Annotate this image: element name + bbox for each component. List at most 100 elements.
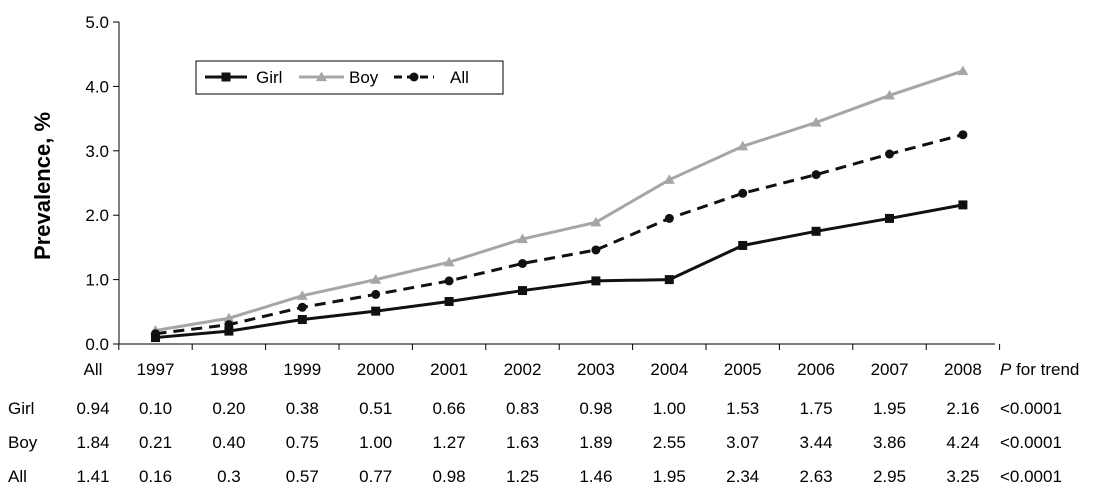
x-tick-label: 1997 bbox=[137, 360, 175, 379]
data-point-boy bbox=[884, 89, 895, 100]
series-boy bbox=[150, 65, 969, 335]
table-cell: 0.38 bbox=[286, 399, 319, 418]
table-cell: 1.89 bbox=[579, 433, 612, 452]
table-cell: 1.00 bbox=[359, 433, 392, 452]
x-tick-label: 2008 bbox=[944, 360, 982, 379]
table-cell: 1.25 bbox=[506, 467, 539, 485]
table-cell: 2.95 bbox=[873, 467, 906, 485]
table-cell: 1.27 bbox=[433, 433, 466, 452]
data-point-boy bbox=[443, 256, 455, 267]
table-row-label: Boy bbox=[8, 433, 38, 452]
table-cell: 0.98 bbox=[579, 399, 612, 418]
data-point-boy bbox=[737, 140, 749, 151]
x-tick-label: 2006 bbox=[797, 360, 835, 379]
data-point-girl bbox=[518, 286, 527, 296]
table-cell: 3.44 bbox=[800, 433, 833, 452]
legend-all-marker bbox=[409, 72, 419, 82]
data-point-all bbox=[738, 188, 748, 198]
table-cell: 0.16 bbox=[139, 467, 172, 485]
data-point-girl bbox=[224, 326, 234, 336]
data-point-girl bbox=[958, 200, 968, 210]
series-all-line bbox=[155, 133, 964, 336]
table-cell: 0.3 bbox=[217, 467, 241, 485]
table-cell: 1.75 bbox=[800, 399, 833, 418]
data-point-all bbox=[885, 149, 894, 159]
table-cell: 2.63 bbox=[800, 467, 833, 485]
data-point-boy bbox=[663, 174, 675, 184]
data-point-boy bbox=[957, 65, 969, 76]
table-cell: 0.66 bbox=[433, 399, 466, 418]
data-point-all bbox=[371, 289, 381, 299]
data-point-girl bbox=[444, 296, 454, 306]
data-point-girl bbox=[664, 275, 674, 285]
table-cell: 1.53 bbox=[726, 399, 759, 418]
table-cell: 1.63 bbox=[506, 433, 539, 452]
p-for-trend-rest: for trend bbox=[1011, 360, 1079, 379]
x-tick-label: 2005 bbox=[724, 360, 762, 379]
legend: Girl Boy All bbox=[195, 60, 504, 95]
table-cell: 3.86 bbox=[873, 433, 906, 452]
data-point-boy bbox=[296, 290, 308, 300]
table-cell: 1.95 bbox=[873, 399, 906, 418]
table-cell: 3.07 bbox=[726, 433, 759, 452]
data-point-boy bbox=[370, 274, 382, 284]
x-tick-label: 2002 bbox=[504, 360, 542, 379]
table-cell-p-trend: <0.0001 bbox=[1000, 399, 1062, 418]
table-header-all: All bbox=[84, 360, 103, 379]
data-point-boy bbox=[590, 216, 602, 227]
data-point-all bbox=[591, 245, 601, 255]
legend-girl-label: Girl bbox=[256, 68, 282, 87]
data-point-all bbox=[958, 130, 968, 140]
table-header-p-for-trend: P for trend bbox=[1000, 360, 1079, 379]
table-cell-p-trend: <0.0001 bbox=[1000, 433, 1062, 452]
table-cell: 0.20 bbox=[212, 399, 245, 418]
data-point-all bbox=[297, 302, 307, 312]
data-point-girl bbox=[885, 213, 894, 223]
data-point-all bbox=[664, 213, 674, 223]
y-tick-label: 2.0 bbox=[85, 206, 109, 225]
table-cell: 0.21 bbox=[139, 433, 172, 452]
y-tick-label: 1.0 bbox=[85, 271, 109, 290]
x-tick-label: 2003 bbox=[577, 360, 615, 379]
data-point-girl bbox=[738, 240, 748, 250]
series-girl-line bbox=[155, 203, 964, 340]
legend-girl-marker bbox=[221, 72, 231, 82]
table-cell-p-trend: <0.0001 bbox=[1000, 467, 1062, 485]
table-cell: 0.98 bbox=[433, 467, 466, 485]
table-cell: 3.25 bbox=[946, 467, 979, 485]
table-cell: 2.16 bbox=[946, 399, 979, 418]
table-cell: 0.51 bbox=[359, 399, 392, 418]
table-cell: 0.40 bbox=[212, 433, 245, 452]
x-tick-label: 2000 bbox=[357, 360, 395, 379]
table-cell-all: 1.84 bbox=[76, 433, 109, 452]
table-cell: 0.10 bbox=[139, 399, 172, 418]
y-tick-label: 4.0 bbox=[85, 77, 109, 96]
table-cell: 1.00 bbox=[653, 399, 686, 418]
x-tick-label: 2004 bbox=[650, 360, 688, 379]
table-cell-all: 0.94 bbox=[76, 399, 109, 418]
table-cell: 0.83 bbox=[506, 399, 539, 418]
axes: 0.0 1.0 2.0 3.0 4.0 5.0 Prevalence, % bbox=[30, 13, 1001, 354]
table-row-label: All bbox=[8, 467, 27, 485]
x-tick-label: 1998 bbox=[210, 360, 248, 379]
y-tick-label: 5.0 bbox=[85, 13, 109, 32]
x-tick-label: 2007 bbox=[871, 360, 909, 379]
table-cell: 1.95 bbox=[653, 467, 686, 485]
data-point-all bbox=[444, 276, 454, 286]
y-axis-title: Prevalence, % bbox=[30, 112, 55, 260]
table-cell: 0.57 bbox=[286, 467, 319, 485]
y-tick-label: 3.0 bbox=[85, 142, 109, 161]
data-point-all bbox=[811, 170, 821, 180]
legend-box bbox=[195, 60, 504, 95]
y-tick-label: 0.0 bbox=[85, 335, 109, 354]
data-point-boy bbox=[223, 312, 235, 323]
series-boy-line bbox=[155, 69, 964, 332]
table-cell: 2.34 bbox=[726, 467, 759, 485]
data-point-boy bbox=[810, 116, 822, 127]
data-point-boy bbox=[517, 233, 528, 244]
series-layer bbox=[150, 65, 969, 343]
legend-all-label: All bbox=[450, 68, 469, 87]
table-row-label: Girl bbox=[8, 399, 34, 418]
table-cell: 2.55 bbox=[653, 433, 686, 452]
